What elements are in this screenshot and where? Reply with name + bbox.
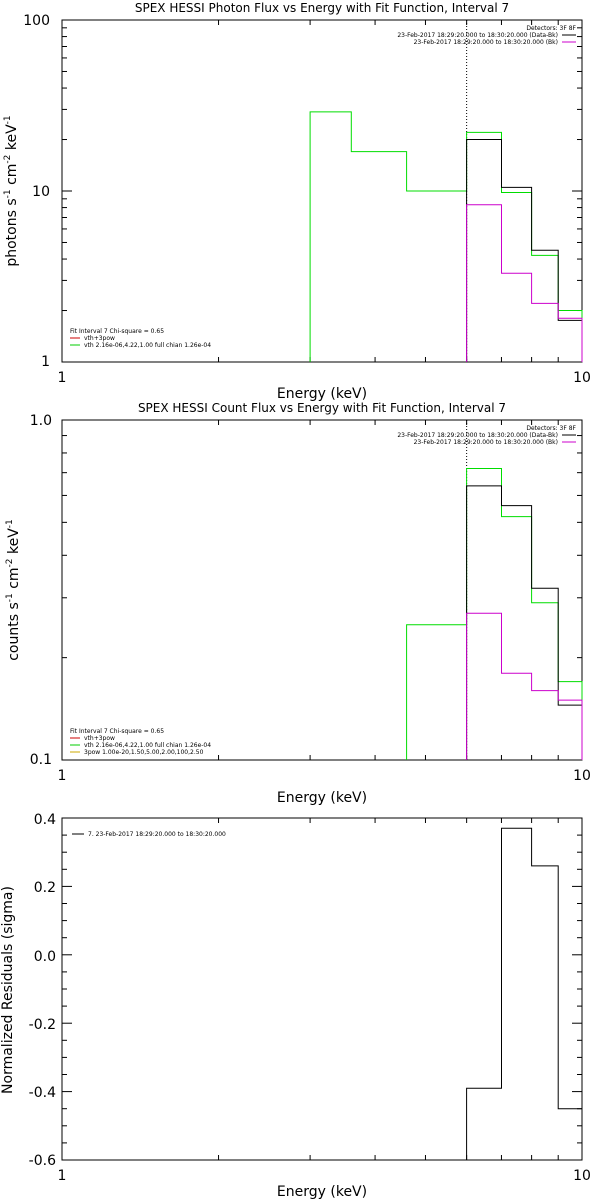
count-flux-fit-entry-1: vth+3pow bbox=[84, 735, 115, 742]
count-flux-title: SPEX HESSI Count Flux vs Energy with Fit… bbox=[138, 401, 506, 415]
residuals-plot-area bbox=[61, 817, 583, 1161]
series-line-1 bbox=[406, 468, 583, 760]
residuals-x-ticks bbox=[61, 818, 583, 1160]
count-flux-ytick-0.1: 0.1 bbox=[30, 752, 52, 768]
residuals-y-ticks bbox=[62, 817, 582, 1161]
photon-flux-detector-entry-1: 23-Feb-2017 18:29:20.000 to 18:30:20.000… bbox=[397, 32, 558, 39]
residuals-ytick--0.4: -0.4 bbox=[29, 1085, 56, 1101]
count-flux-panel: SPEX HESSI Count Flux vs Energy with Fit… bbox=[5, 401, 591, 806]
residuals-ytick-0.4: 0.4 bbox=[34, 812, 56, 828]
count-flux-y-ticks bbox=[62, 419, 582, 761]
photon-flux-x-label: Energy (keV) bbox=[277, 386, 367, 402]
photon-flux-plot-area bbox=[61, 19, 583, 363]
residuals-ytick-0.2: 0.2 bbox=[34, 880, 56, 896]
photon-flux-xtick-1: 1 bbox=[58, 370, 67, 386]
count-flux-x-ticks bbox=[61, 420, 583, 760]
series-line-3 bbox=[466, 204, 583, 362]
residuals-ytick-0.0: 0.0 bbox=[34, 949, 56, 965]
photon-flux-detector-entry-2: 23-Feb-2017 18:29:20.000 to 18:30:20.000… bbox=[414, 39, 558, 46]
series-line-2 bbox=[466, 485, 582, 760]
residuals-legend-entry: 7. 23-Feb-2017 18:29:20.000 to 18:30:20.… bbox=[88, 831, 226, 838]
count-flux-xtick-1: 1 bbox=[58, 768, 67, 784]
photon-flux-y-ticks bbox=[62, 19, 582, 363]
series-line-1 bbox=[309, 111, 583, 362]
photon-flux-fit-entry-1: vth+3pow bbox=[84, 335, 115, 342]
count-flux-y-label: counts s-1 cm-2 keV-1 bbox=[5, 519, 22, 661]
count-flux-detectors-header: Detectors: 3F 8F bbox=[526, 425, 576, 432]
count-flux-series bbox=[406, 468, 583, 760]
photon-flux-detectors-header: Detectors: 3F 8F bbox=[526, 25, 576, 32]
count-flux-fit-entry-3: 3pow 1.00e-20,1.50,5.00,2.00,100,2.50 bbox=[84, 749, 204, 756]
residuals-series bbox=[466, 827, 582, 1160]
residuals-xtick-10: 10 bbox=[573, 1168, 591, 1184]
count-flux-plot-area bbox=[61, 419, 583, 761]
photon-flux-x-ticks bbox=[61, 20, 583, 362]
residuals-x-label: Energy (keV) bbox=[277, 1184, 367, 1200]
photon-flux-fit-header: Fit Interval 7 Chi-square = 0.65 bbox=[70, 328, 164, 335]
count-flux-x-label: Energy (keV) bbox=[277, 790, 367, 806]
series-line-2 bbox=[466, 139, 583, 362]
count-flux-ytick-1.0: 1.0 bbox=[30, 413, 52, 429]
count-flux-xtick-10: 10 bbox=[573, 768, 591, 784]
count-flux-detector-entry-2: 23-Feb-2017 18:29:20.000 to 18:30:20.000… bbox=[414, 439, 558, 446]
photon-flux-ytick-1: 1 bbox=[41, 354, 50, 370]
photon-flux-y-label: photons s-1 cm-2 keV-1 bbox=[3, 115, 20, 266]
photon-flux-xtick-10: 10 bbox=[573, 370, 591, 386]
series-line-1 bbox=[466, 827, 582, 1160]
series-line-3 bbox=[466, 612, 583, 760]
photon-flux-fit-entry-2: vth 2.16e-06,4.22,1.00 full chian 1.26e-… bbox=[84, 342, 211, 349]
residuals-panel: 1 10 -0.6 -0.4 -0.2 0.0 0.2 0.4 Energy (… bbox=[0, 812, 591, 1200]
count-flux-fit-entry-2: vth 2.16e-06,4.22,1.00 full chian 1.26e-… bbox=[84, 742, 211, 749]
photon-flux-ytick-10: 10 bbox=[32, 184, 50, 200]
residuals-y-label: Normalized Residuals (sigma) bbox=[0, 886, 16, 1094]
residuals-xtick-1: 1 bbox=[58, 1168, 67, 1184]
residuals-ytick--0.6: -0.6 bbox=[29, 1153, 56, 1169]
photon-flux-series bbox=[309, 111, 583, 362]
count-flux-fit-header: Fit Interval 7 Chi-square = 0.65 bbox=[70, 728, 164, 735]
photon-flux-ytick-100: 100 bbox=[23, 13, 50, 29]
residuals-ytick--0.2: -0.2 bbox=[29, 1017, 56, 1033]
count-flux-detector-entry-1: 23-Feb-2017 18:29:20.000 to 18:30:20.000… bbox=[397, 432, 558, 439]
photon-flux-panel: SPEX HESSI Photon Flux vs Energy with Fi… bbox=[3, 1, 591, 402]
photon-flux-title: SPEX HESSI Photon Flux vs Energy with Fi… bbox=[135, 1, 509, 15]
